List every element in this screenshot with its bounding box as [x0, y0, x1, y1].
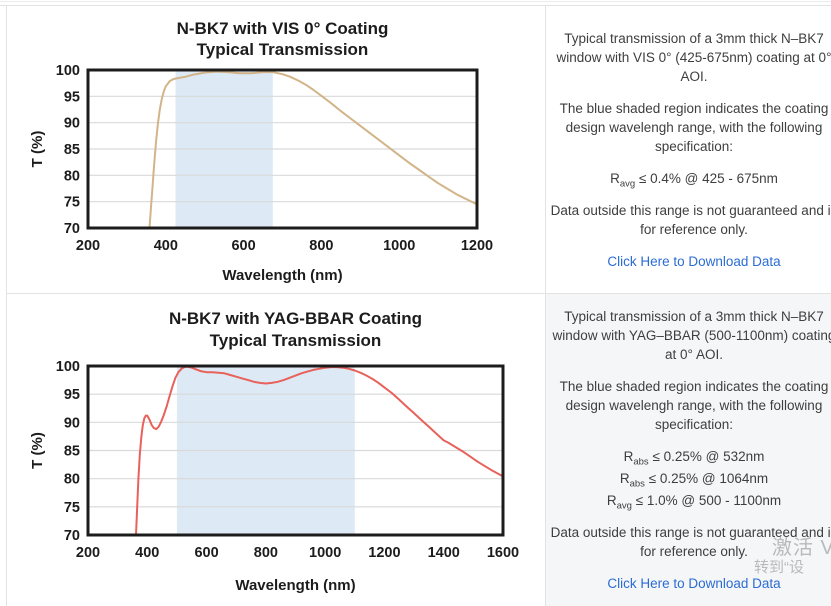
description-paragraph: Data outside this range is not guarantee… [550, 202, 831, 237]
spec-line: Rabs ≤ 0.25% @ 1064nm [607, 469, 781, 490]
description-paragraph: The blue shaded region indicates the coa… [559, 100, 829, 154]
spec-value: ≤ 0.25% @ 1064nm [644, 471, 769, 486]
spec-symbol: R [606, 493, 617, 508]
chart-title: N-BK7 with YAG-BBAR Coating [169, 309, 422, 328]
specification-list: Ravg ≤ 0.4% @ 425 - 675nm [610, 169, 778, 190]
plot-border [86, 68, 479, 230]
yag-bbar-transmission-chart: 70 75 80 85 90 95 100 200 400 600 800 1000 1200 1400 1… [29, 309, 519, 594]
windows-activation-watermark-line1: 激活 V [772, 537, 831, 559]
divider-left [6, 5, 7, 606]
y-tick-label: 80 [64, 168, 80, 184]
spec-symbol: R [623, 449, 634, 464]
description-paragraph: Typical transmission of a 3mm thick N–BK… [556, 30, 831, 84]
description-paragraph: Data outside this range is not guarantee… [550, 525, 831, 559]
x-tick-label: 400 [135, 545, 159, 561]
windows-activation-watermark-line2: 转到“设 [754, 559, 804, 576]
y-tick-label: 70 [64, 221, 80, 237]
y-tick-label: 70 [64, 528, 80, 544]
description-paragraph: Typical transmission of a 3mm thick N–BK… [552, 309, 831, 362]
x-tick-label: 600 [194, 545, 218, 561]
x-tick-label: 200 [76, 238, 100, 254]
x-axis-title: Wavelength (nm) [235, 577, 355, 594]
row2-description-cell-background [546, 294, 831, 606]
divider-column [545, 5, 546, 606]
spec-value: ≤ 0.25% @ 532nm [648, 449, 765, 464]
y-axis-title: T (%) [29, 131, 46, 168]
x-tick-label: 1000 [309, 545, 341, 561]
y-axis-title: T (%) [29, 432, 46, 469]
spec-line: Ravg ≤ 1.0% @ 500 - 1100nm [606, 491, 782, 512]
x-tick-label: 1000 [383, 238, 415, 254]
divider-row [6, 293, 831, 294]
spec-line: Rabs ≤ 0.25% @ 532nm [607, 447, 781, 468]
y-tick-label: 75 [64, 195, 80, 211]
plot-border [86, 364, 505, 537]
spec-value: ≤ 0.4% @ 425 - 675nm [635, 170, 778, 186]
spec-subscript: abs [633, 456, 649, 468]
spec-symbol: R [619, 471, 630, 486]
transmission-curve [148, 70, 478, 229]
y-tick-label: 100 [56, 359, 80, 375]
x-tick-label: 1600 [487, 545, 519, 561]
x-tick-label: 200 [76, 545, 100, 561]
x-tick-label: 1200 [461, 238, 493, 254]
y-tick-label: 95 [64, 387, 80, 403]
y-tick-label: 80 [64, 472, 80, 488]
download-data-link[interactable]: Click Here to Download Data [607, 576, 781, 591]
spec-subscript: avg [616, 500, 632, 512]
chart-subtitle: Typical Transmission [197, 40, 369, 59]
x-tick-label: 400 [154, 238, 178, 254]
spec-symbol: R [610, 170, 620, 186]
x-tick-label: 800 [309, 238, 333, 254]
y-tick-label: 75 [64, 500, 80, 516]
x-tick-label: 600 [231, 238, 255, 254]
x-tick-label: 1200 [368, 545, 400, 561]
vis-coating-description: Typical transmission of a 3mm thick N–BK… [548, 6, 831, 293]
specification-list: Rabs ≤ 0.25% @ 532nm Rabs ≤ 0.25% @ 1064… [606, 447, 782, 512]
spec-line: Ravg ≤ 0.4% @ 425 - 675nm [610, 169, 778, 190]
yag-bbar-description: Typical transmission of a 3mm thick N–BK… [548, 294, 831, 606]
y-tick-label: 90 [64, 116, 80, 132]
y-tick-label: 95 [64, 89, 80, 105]
spec-subscript: abs [629, 478, 645, 490]
download-data-link[interactable]: Click Here to Download Data [607, 253, 781, 269]
description-paragraph: The blue shaded region indicates the coa… [559, 379, 829, 432]
divider-top-outer [0, 1, 831, 2]
transmission-curve [135, 365, 504, 536]
spec-subscript: avg [619, 178, 636, 190]
divider-top [0, 5, 831, 6]
chart-title: N-BK7 with VIS 0° Coating [177, 19, 389, 38]
y-tick-label: 85 [64, 142, 80, 158]
spec-value: ≤ 1.0% @ 500 - 1100nm [631, 493, 782, 508]
x-axis-title: Wavelength (nm) [222, 267, 342, 284]
y-tick-label: 100 [56, 63, 80, 79]
chart-subtitle: Typical Transmission [210, 331, 382, 350]
x-tick-label: 800 [254, 545, 278, 561]
vis-coating-transmission-chart: 70 75 80 85 90 95 100 200 400 600 800 1000 1200 N-BK7… [29, 19, 493, 284]
y-tick-label: 85 [64, 444, 80, 460]
x-tick-label: 1400 [428, 545, 460, 561]
y-tick-label: 90 [64, 415, 80, 431]
